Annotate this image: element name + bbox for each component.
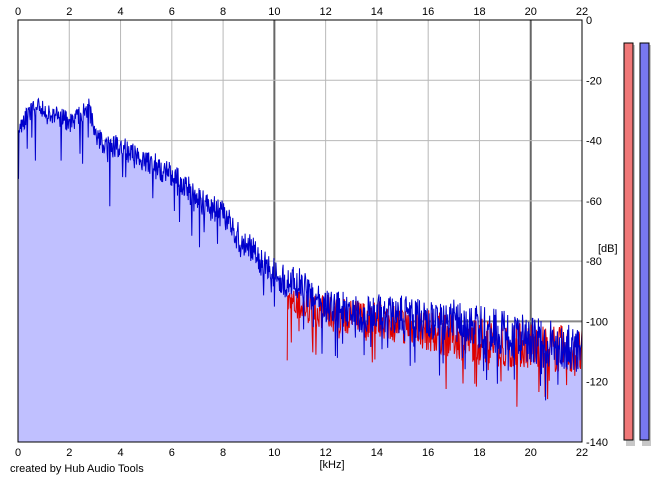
spectrum-fill-area <box>18 98 582 442</box>
y-tick-label: -80 <box>586 256 602 268</box>
x-tick-label-bottom: 0 <box>15 447 21 459</box>
x-tick-label-top: 16 <box>422 6 434 18</box>
spectrum-line-blue <box>17 97 583 401</box>
x-tick-label-bottom: 12 <box>320 447 332 459</box>
y-tick-label: -140 <box>586 437 608 449</box>
x-tick-label-bottom: 8 <box>220 447 226 459</box>
y-tick-label: -40 <box>586 136 602 148</box>
x-axis-label: [kHz] <box>319 459 344 471</box>
plot-border <box>17 19 583 443</box>
y-tick-label: 0 <box>586 15 592 27</box>
x-tick-label-bottom: 6 <box>169 447 175 459</box>
x-tick-label-top: 6 <box>169 6 175 18</box>
y-axis-label: [dB] <box>598 243 618 255</box>
level-meter-left <box>623 42 634 441</box>
x-tick-label-top: 22 <box>576 6 588 18</box>
level-meters <box>623 42 651 446</box>
x-tick-label-top: 0 <box>15 6 21 18</box>
level-meter-right <box>639 42 650 441</box>
x-tick-label-bottom: 18 <box>473 447 485 459</box>
y-tick-label: -100 <box>586 316 608 328</box>
tick-label-layer: 002244668810101212141416161818202022220-… <box>15 6 608 459</box>
x-tick-label-bottom: 20 <box>525 447 537 459</box>
x-tick-label-bottom: 2 <box>66 447 72 459</box>
y-tick-label: -120 <box>586 377 608 389</box>
x-tick-label-bottom: 14 <box>371 447 383 459</box>
x-tick-label-top: 4 <box>117 6 123 18</box>
x-tick-label-bottom: 16 <box>422 447 434 459</box>
x-tick-label-bottom: 22 <box>576 447 588 459</box>
x-tick-label-top: 20 <box>525 6 537 18</box>
line-layer <box>17 19 583 443</box>
x-tick-label-bottom: 4 <box>117 447 123 459</box>
credit-text: created by Hub Audio Tools <box>10 463 144 475</box>
x-tick-label-top: 18 <box>473 6 485 18</box>
y-tick-label: -20 <box>586 75 602 87</box>
x-tick-label-top: 10 <box>268 6 280 18</box>
area-layer <box>18 98 582 442</box>
x-tick-label-top: 12 <box>320 6 332 18</box>
x-tick-label-top: 2 <box>66 6 72 18</box>
x-tick-label-top: 14 <box>371 6 383 18</box>
y-tick-label: -60 <box>586 196 602 208</box>
x-tick-label-top: 8 <box>220 6 226 18</box>
x-tick-label-bottom: 10 <box>268 447 280 459</box>
